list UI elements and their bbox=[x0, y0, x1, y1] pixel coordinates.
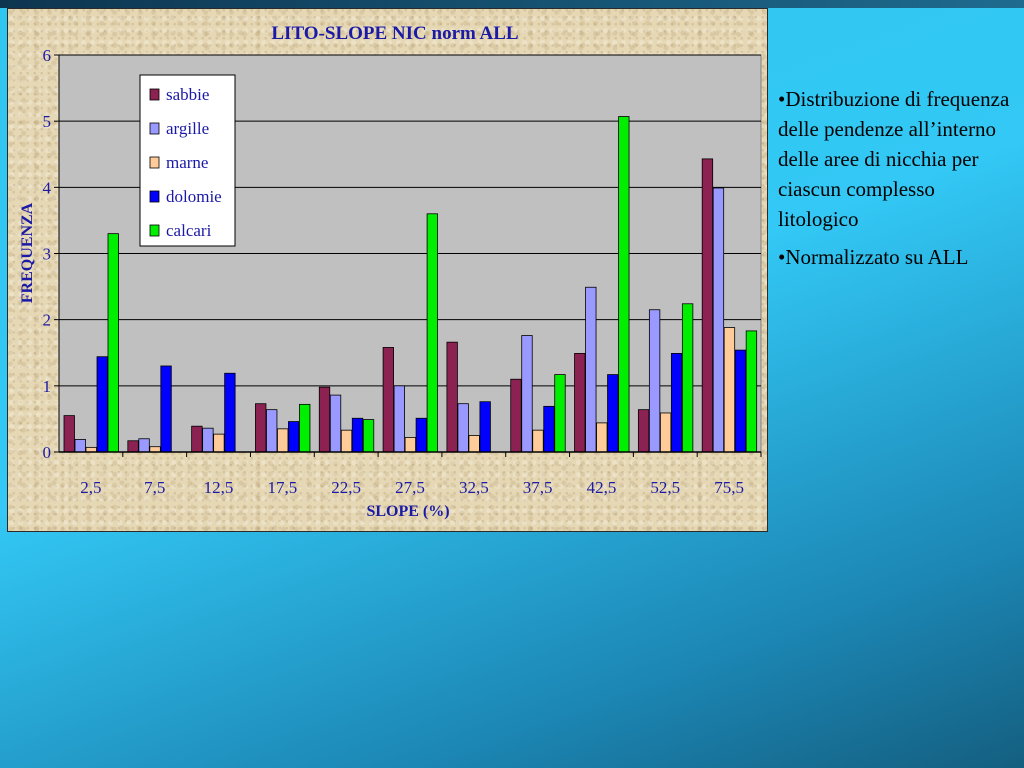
chart-frame: LITO-SLOPE NIC norm ALL 0 1 2 3 4 5 6 2,5 7,5 12… bbox=[7, 8, 768, 532]
bar-dolomie bbox=[224, 372, 236, 453]
x-tick-label: 37,5 bbox=[523, 478, 553, 497]
legend-label-argille: argille bbox=[166, 119, 209, 138]
x-tick-labels: 2,5 7,5 12,5 17,5 22,5 27,5 32,5 37,5 42,5 52,5 75… bbox=[80, 478, 744, 497]
x-tick-label: 32,5 bbox=[459, 478, 489, 497]
bar-sabbie bbox=[701, 158, 714, 453]
bar-dolomie bbox=[479, 401, 491, 453]
y-tick-label: 2 bbox=[43, 311, 52, 330]
note-bullet-1: •Distribuzione di frequenza delle penden… bbox=[778, 87, 1010, 231]
bar-sabbie bbox=[446, 341, 458, 453]
bar-marne bbox=[532, 429, 544, 453]
bar-chart: LITO-SLOPE NIC norm ALL 0 1 2 3 4 5 6 2,5 7,5 12… bbox=[19, 23, 762, 520]
bar-dolomie bbox=[734, 349, 747, 453]
y-tick-label: 0 bbox=[43, 443, 52, 462]
bars bbox=[63, 116, 758, 453]
bar-marne bbox=[659, 412, 672, 453]
legend-swatch-marne bbox=[149, 156, 160, 169]
bar-calcari bbox=[681, 303, 694, 453]
legend-label-marne: marne bbox=[166, 153, 208, 172]
bar-argille bbox=[648, 309, 661, 453]
note-bullet-2: •Normalizzato su ALL bbox=[778, 245, 969, 269]
bar-marne bbox=[213, 433, 225, 453]
legend-label-dolomie: dolomie bbox=[166, 187, 222, 206]
bar-sabbie bbox=[255, 403, 267, 453]
y-tick-label: 3 bbox=[43, 245, 52, 264]
y-tick-labels: 0 1 2 3 4 5 6 bbox=[43, 46, 52, 462]
legend-swatch-calcari bbox=[149, 224, 160, 237]
legend-swatch-dolomie bbox=[149, 190, 160, 203]
side-notes: •Distribuzione di frequenza delle penden… bbox=[778, 84, 1018, 280]
legend: sabbie argille marne dolomie calcari bbox=[139, 74, 236, 247]
chart-title: LITO-SLOPE NIC norm ALL bbox=[271, 23, 518, 44]
bar-argille bbox=[138, 438, 150, 453]
bar-sabbie bbox=[510, 378, 522, 453]
x-tick-label: 22,5 bbox=[331, 478, 361, 497]
bar-argille bbox=[393, 385, 405, 453]
bar-dolomie bbox=[670, 353, 683, 453]
bar-calcari bbox=[618, 116, 630, 453]
legend-swatch-sabbie bbox=[149, 88, 160, 101]
y-tick-label: 6 bbox=[43, 46, 52, 65]
bar-calcari bbox=[299, 403, 311, 453]
bar-sabbie bbox=[382, 347, 394, 453]
bar-argille bbox=[712, 187, 725, 453]
bar-argille bbox=[457, 403, 469, 453]
bar-sabbie bbox=[63, 415, 75, 453]
bar-marne bbox=[596, 422, 608, 453]
bar-dolomie bbox=[351, 417, 364, 453]
legend-swatch-argille bbox=[149, 122, 160, 135]
top-strip bbox=[0, 0, 1024, 8]
bar-calcari bbox=[554, 374, 566, 453]
x-tick-label: 52,5 bbox=[650, 478, 680, 497]
bar-sabbie bbox=[191, 425, 203, 453]
legend-label-sabbie: sabbie bbox=[166, 85, 209, 104]
bar-dolomie bbox=[96, 356, 108, 453]
bar-dolomie bbox=[160, 365, 172, 453]
x-tick-label: 75,5 bbox=[714, 478, 744, 497]
bar-sabbie bbox=[318, 386, 331, 453]
bar-dolomie bbox=[607, 374, 619, 453]
bar-marne bbox=[404, 437, 416, 453]
bar-argille bbox=[521, 335, 533, 453]
x-tick-label: 2,5 bbox=[80, 478, 101, 497]
bar-argille bbox=[329, 394, 342, 453]
bar-argille bbox=[585, 286, 597, 453]
x-tick-label: 27,5 bbox=[395, 478, 425, 497]
bar-marne bbox=[149, 446, 161, 453]
bar-argille bbox=[74, 439, 86, 453]
bar-sabbie bbox=[127, 440, 139, 453]
bar-calcari bbox=[107, 233, 119, 453]
y-tick-label: 4 bbox=[43, 178, 52, 197]
bar-argille bbox=[266, 409, 278, 453]
y-axis-label: FREQUENZA bbox=[19, 202, 36, 303]
x-tick-label: 12,5 bbox=[204, 478, 234, 497]
bar-marne bbox=[723, 327, 736, 453]
x-axis-label: SLOPE (%) bbox=[366, 503, 449, 520]
bar-sabbie bbox=[637, 409, 650, 453]
bar-dolomie bbox=[543, 405, 555, 453]
bar-dolomie bbox=[288, 421, 300, 453]
bar-marne bbox=[340, 429, 353, 453]
bar-calcari bbox=[426, 213, 438, 453]
bar-calcari bbox=[745, 330, 758, 453]
legend-label-calcari: calcari bbox=[166, 221, 212, 240]
x-tick-label: 7,5 bbox=[144, 478, 165, 497]
axes bbox=[54, 54, 762, 457]
bar-marne bbox=[277, 428, 289, 453]
y-tick-label: 5 bbox=[43, 112, 52, 131]
bar-calcari bbox=[362, 419, 375, 453]
bar-marne bbox=[468, 435, 480, 453]
bar-dolomie bbox=[415, 417, 427, 453]
bar-sabbie bbox=[574, 353, 586, 453]
x-tick-label: 42,5 bbox=[587, 478, 617, 497]
bar-argille bbox=[202, 427, 214, 453]
x-tick-label: 17,5 bbox=[267, 478, 297, 497]
y-tick-label: 1 bbox=[43, 377, 52, 396]
